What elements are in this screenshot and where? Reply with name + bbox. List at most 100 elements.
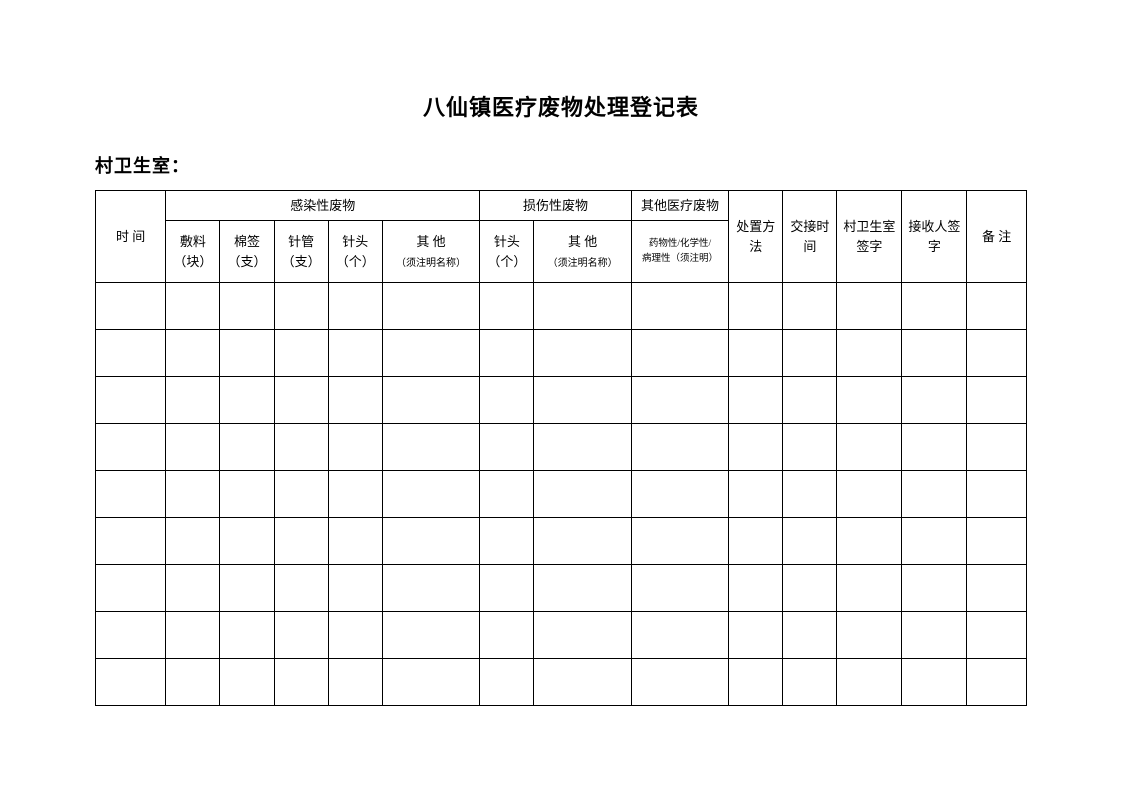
table-cell <box>220 659 274 706</box>
col-pharma-note: 病理性（须注明） <box>642 254 718 264</box>
table-row <box>96 283 1027 330</box>
table-cell <box>729 330 783 377</box>
table-cell <box>729 283 783 330</box>
col-receiver-sig: 接收人签字 <box>902 191 967 283</box>
table-cell <box>783 377 837 424</box>
table-cell <box>96 377 166 424</box>
table-cell <box>967 659 1027 706</box>
table-cell <box>837 330 902 377</box>
col-other-medical: 其他医疗废物 <box>631 191 728 221</box>
table-cell <box>220 471 274 518</box>
table-cell <box>328 659 382 706</box>
subtitle-clinic: 村卫生室： <box>95 152 1027 178</box>
table-cell <box>631 518 728 565</box>
table-row <box>96 612 1027 659</box>
table-row <box>96 471 1027 518</box>
table-cell <box>631 283 728 330</box>
table-cell <box>534 424 631 471</box>
table-cell <box>534 471 631 518</box>
table-cell <box>729 424 783 471</box>
table-cell <box>967 471 1027 518</box>
col-needle-head1: 针头（个） <box>328 221 382 283</box>
table-cell <box>783 330 837 377</box>
col-remarks: 备 注 <box>967 191 1027 283</box>
table-cell <box>328 283 382 330</box>
table-cell <box>166 518 220 565</box>
col-other2-note: （须注明名称） <box>548 258 618 269</box>
table-cell <box>902 424 967 471</box>
table-row <box>96 659 1027 706</box>
table-cell <box>729 471 783 518</box>
table-cell <box>96 518 166 565</box>
table-cell <box>837 565 902 612</box>
table-cell <box>96 659 166 706</box>
table-cell <box>328 471 382 518</box>
table-cell <box>274 377 328 424</box>
table-cell <box>328 565 382 612</box>
table-cell <box>729 565 783 612</box>
table-cell <box>967 330 1027 377</box>
table-cell <box>382 518 479 565</box>
table-cell <box>837 424 902 471</box>
col-needle-head2: 针头（个） <box>480 221 534 283</box>
table-cell <box>534 330 631 377</box>
table-cell <box>96 283 166 330</box>
table-cell <box>96 612 166 659</box>
table-cell <box>382 612 479 659</box>
table-cell <box>480 518 534 565</box>
table-cell <box>480 612 534 659</box>
table-cell <box>837 659 902 706</box>
col-swab: 棉签（支） <box>220 221 274 283</box>
table-cell <box>631 612 728 659</box>
table-row <box>96 377 1027 424</box>
col-disposal: 处置方法 <box>729 191 783 283</box>
table-cell <box>220 377 274 424</box>
col-clinic-sig: 村卫生室签字 <box>837 191 902 283</box>
table-cell <box>967 283 1027 330</box>
table-cell <box>967 518 1027 565</box>
table-cell <box>480 330 534 377</box>
table-cell <box>328 518 382 565</box>
col-injury: 损伤性废物 <box>480 191 632 221</box>
table-cell <box>382 377 479 424</box>
table-cell <box>534 518 631 565</box>
table-cell <box>837 283 902 330</box>
table-cell <box>837 377 902 424</box>
col-dressing: 敷料（块） <box>166 221 220 283</box>
table-cell <box>166 283 220 330</box>
table-cell <box>967 565 1027 612</box>
registration-table: 时 间 感染性废物 损伤性废物 其他医疗废物 处置方法 交接时间 村卫生室签字 … <box>95 190 1027 706</box>
table-cell <box>274 659 328 706</box>
col-other2-main: 其 他 <box>568 234 597 249</box>
table-cell <box>902 330 967 377</box>
table-cell <box>328 377 382 424</box>
table-cell <box>631 471 728 518</box>
col-other1-main: 其 他 <box>416 234 445 249</box>
table-cell <box>902 659 967 706</box>
table-cell <box>166 471 220 518</box>
table-cell <box>729 659 783 706</box>
table-cell <box>382 283 479 330</box>
table-cell <box>783 518 837 565</box>
col-infectious: 感染性废物 <box>166 191 480 221</box>
table-cell <box>382 330 479 377</box>
table-cell <box>480 565 534 612</box>
table-cell <box>837 518 902 565</box>
table-cell <box>328 612 382 659</box>
table-cell <box>96 424 166 471</box>
table-cell <box>534 565 631 612</box>
table-cell <box>220 330 274 377</box>
table-cell <box>967 424 1027 471</box>
table-cell <box>967 612 1027 659</box>
table-cell <box>480 377 534 424</box>
table-cell <box>166 565 220 612</box>
col-pharma-main: 药物性/化学性/ <box>649 239 711 249</box>
table-cell <box>783 659 837 706</box>
table-cell <box>902 565 967 612</box>
table-cell <box>729 377 783 424</box>
table-cell <box>274 518 328 565</box>
table-cell <box>631 659 728 706</box>
table-cell <box>631 377 728 424</box>
table-row <box>96 424 1027 471</box>
table-cell <box>328 424 382 471</box>
